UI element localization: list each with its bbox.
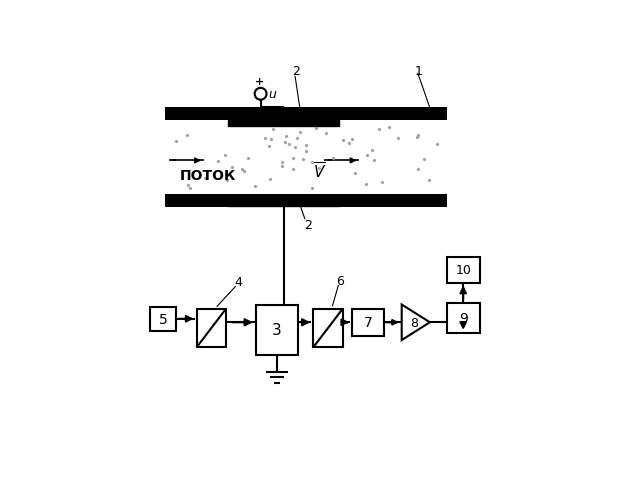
Point [220,152,230,160]
Text: 10: 10 [455,264,471,276]
Point [378,179,388,187]
Point [307,159,317,167]
Bar [228,120,339,127]
Point [288,155,298,163]
Point [347,136,357,144]
Bar [256,305,298,355]
Bar [228,200,339,206]
Text: 3: 3 [272,323,282,337]
Point [264,143,274,150]
Text: +: + [255,77,264,87]
Text: u: u [268,87,276,100]
Polygon shape [402,305,430,340]
Point [328,155,339,162]
Text: $\overline{V}$: $\overline{V}$ [313,161,326,181]
Point [311,125,321,132]
Point [277,158,287,166]
Point [182,132,192,139]
Point [419,156,429,164]
Point [260,135,271,143]
Point [307,184,317,192]
Point [237,166,248,173]
Point [301,142,311,150]
Point [314,165,324,172]
Point [292,135,302,143]
Point [184,181,194,189]
Bar [313,309,343,348]
Point [384,124,394,132]
Point [289,144,300,151]
Text: 1: 1 [415,65,422,78]
Point [367,147,377,155]
Point [424,176,435,184]
Text: 2: 2 [292,65,300,78]
Point [268,126,278,133]
Point [413,132,423,140]
Bar [165,120,447,194]
Point [298,156,308,164]
Point [243,156,253,163]
Point [280,133,291,141]
Point [287,166,298,173]
Point [369,157,380,165]
Point [213,158,223,166]
Text: 4: 4 [234,276,243,289]
Point [170,138,180,146]
Text: ПОТОК: ПОТОК [180,168,236,182]
Bar [196,309,226,348]
Bar [165,194,447,207]
Point [321,130,331,138]
Point [374,126,385,133]
Point [184,185,195,192]
Text: 6: 6 [336,274,344,287]
Point [393,135,403,143]
Point [361,180,371,188]
Text: 7: 7 [364,316,372,330]
Point [412,134,422,142]
Point [222,177,232,184]
Point [239,168,250,175]
Point [227,163,237,171]
Point [362,152,372,160]
Point [294,129,305,137]
Text: 8: 8 [410,316,418,329]
Point [337,137,348,145]
Point [344,140,354,147]
Bar [447,303,480,333]
Point [250,182,260,190]
Point [431,141,442,149]
Bar [165,108,447,120]
Point [301,148,311,156]
Text: 5: 5 [159,312,168,326]
Point [277,163,287,170]
Bar [352,309,383,336]
Point [266,136,276,144]
Point [284,140,294,148]
Bar [447,257,480,283]
Point [280,139,290,147]
Text: 2: 2 [304,218,312,231]
Point [200,175,211,182]
Bar [150,307,176,331]
Point [413,166,423,174]
Text: 9: 9 [459,311,468,325]
Point [350,170,360,178]
Point [265,176,275,183]
